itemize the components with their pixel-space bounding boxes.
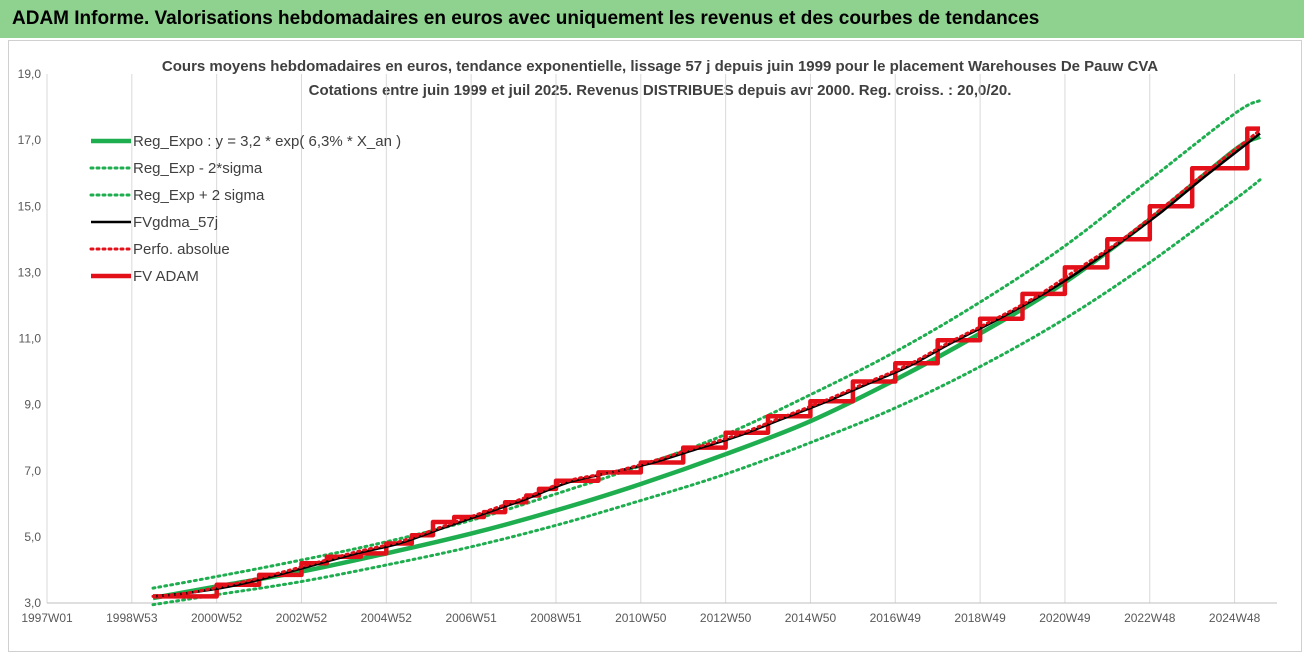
chart-area: Cours moyens hebdomadaires en euros, ten… (8, 40, 1302, 652)
x-tick-label: 2000W52 (191, 611, 243, 625)
chart-title: Cours moyens hebdomadaires en euros, ten… (162, 58, 1158, 75)
legend-label: FVgdma_57j (133, 214, 218, 231)
y-tick-label: 9,0 (24, 398, 41, 412)
x-axis: 1997W01 1998W53 2000W52 2002W52 2004W52 2006W… (21, 602, 1277, 625)
y-tick-label: 15,0 (18, 199, 42, 213)
x-tick-label: 1997W01 (21, 611, 73, 625)
reg-exp-minus-sigma-line (151, 178, 1262, 607)
perfo-absolue-line (151, 128, 1262, 598)
chart-grid (46, 74, 1236, 603)
x-tick-label: 2022W48 (1124, 611, 1176, 625)
y-axis: 3,0 5,0 7,0 9,0 11,0 13,0 15,0 17,0 19,0 (18, 67, 42, 610)
y-tick-label: 7,0 (24, 464, 41, 478)
chart-svg: Cours moyens hebdomadaires en euros, ten… (18, 58, 1277, 625)
chart-legend: Reg_Expo : y = 3,2 * exp( 6,3% * X_an ) R… (89, 133, 401, 285)
x-tick-label: 2010W50 (615, 611, 667, 625)
reg-exp-plus-sigma-line (151, 99, 1262, 590)
x-tick-label: 2004W52 (361, 611, 413, 625)
x-tick-label: 2020W49 (1039, 611, 1091, 625)
x-tick-label: 2024W48 (1209, 611, 1261, 625)
fvgdma-line (152, 132, 1261, 598)
y-tick-label: 13,0 (18, 265, 42, 279)
y-tick-label: 3,0 (24, 596, 41, 610)
fv-adam-line (153, 126, 1260, 599)
legend-label: Reg_Exp + 2 sigma (133, 187, 265, 204)
plot-series (151, 99, 1262, 607)
x-tick-label: 2012W50 (700, 611, 752, 625)
chart-subtitle: Cotations entre juin 1999 et juil 2025. … (309, 82, 1012, 99)
reg-expo-line (152, 134, 1262, 601)
legend-label: FV ADAM (133, 268, 199, 285)
x-tick-label: 2008W51 (530, 611, 582, 625)
legend-label: Perfo. absolue (133, 241, 230, 258)
x-tick-label: 2014W50 (785, 611, 837, 625)
report-title: ADAM Informe. Valorisations hebdomadaire… (12, 8, 1040, 29)
x-tick-label: 2016W49 (870, 611, 922, 625)
legend-label: Reg_Exp - 2*sigma (133, 160, 263, 177)
y-tick-label: 5,0 (24, 530, 41, 544)
x-tick-label: 2018W49 (954, 611, 1006, 625)
x-tick-label: 2002W52 (276, 611, 328, 625)
report-header: ADAM Informe. Valorisations hebdomadaire… (0, 0, 1304, 38)
x-tick-label: 1998W53 (106, 611, 158, 625)
y-tick-label: 19,0 (18, 67, 42, 81)
legend-label: Reg_Expo : y = 3,2 * exp( 6,3% * X_an ) (133, 133, 401, 150)
y-tick-label: 17,0 (18, 133, 42, 147)
y-tick-label: 11,0 (19, 332, 42, 346)
x-tick-label: 2006W51 (445, 611, 497, 625)
